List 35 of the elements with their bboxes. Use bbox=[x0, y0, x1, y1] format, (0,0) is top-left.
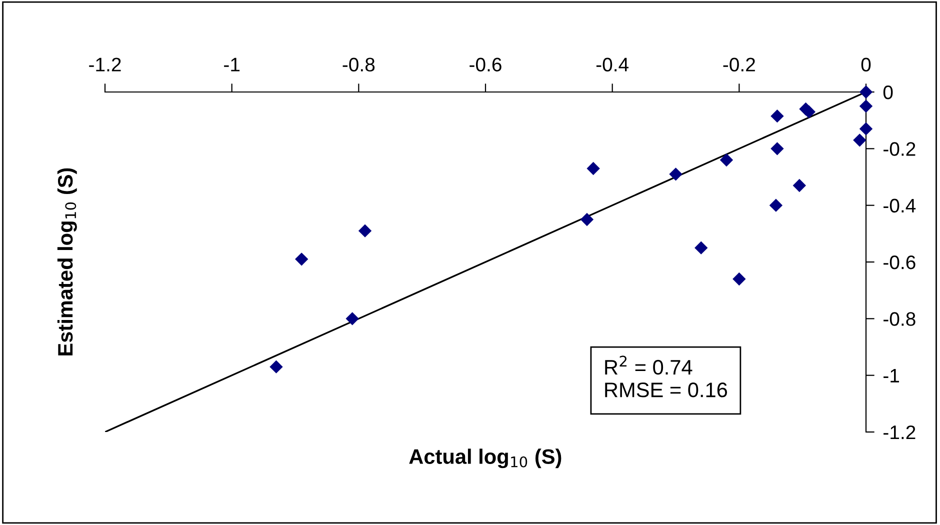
x-axis-title: Actual log$_{10}$ (S) bbox=[409, 448, 562, 468]
y-tick-label: -0.6 bbox=[884, 255, 916, 270]
x-tick-label: -1.2 bbox=[89, 58, 121, 72]
x-tick-label: -0.8 bbox=[342, 58, 375, 72]
y-tick-label: -0.8 bbox=[884, 312, 916, 326]
point bbox=[669, 168, 682, 181]
y-axis-title: Estimated log$_{10}$ (S) bbox=[57, 168, 77, 356]
point bbox=[358, 224, 372, 238]
x-tick-label: -1 bbox=[224, 58, 240, 72]
point bbox=[732, 272, 746, 286]
point bbox=[770, 109, 784, 123]
x-tick-label: 0 bbox=[861, 58, 871, 72]
annotation: R$^{2}$ = 0.74 RMSE = 0.16 bbox=[605, 356, 728, 398]
y-tick-label: -0.4 bbox=[884, 198, 916, 213]
point bbox=[770, 142, 784, 156]
point bbox=[346, 312, 359, 326]
point bbox=[720, 153, 734, 167]
point bbox=[694, 241, 708, 254]
x-tick-label: -0.4 bbox=[596, 58, 629, 72]
x-tick-label: -0.6 bbox=[470, 58, 502, 72]
point bbox=[270, 360, 283, 374]
point bbox=[295, 252, 308, 266]
point bbox=[859, 100, 873, 113]
y-tick-label: 0 bbox=[883, 85, 893, 100]
point bbox=[586, 162, 600, 176]
point bbox=[853, 134, 866, 147]
point bbox=[580, 212, 594, 226]
point bbox=[859, 122, 873, 136]
point bbox=[769, 198, 783, 212]
x-tick-label: -0.2 bbox=[723, 58, 755, 72]
point bbox=[802, 105, 816, 118]
y-tick-label: -1 bbox=[884, 369, 900, 382]
point bbox=[792, 178, 806, 192]
y-tick-label: -1.2 bbox=[884, 425, 916, 440]
y-tick-label: -0.2 bbox=[884, 142, 916, 156]
